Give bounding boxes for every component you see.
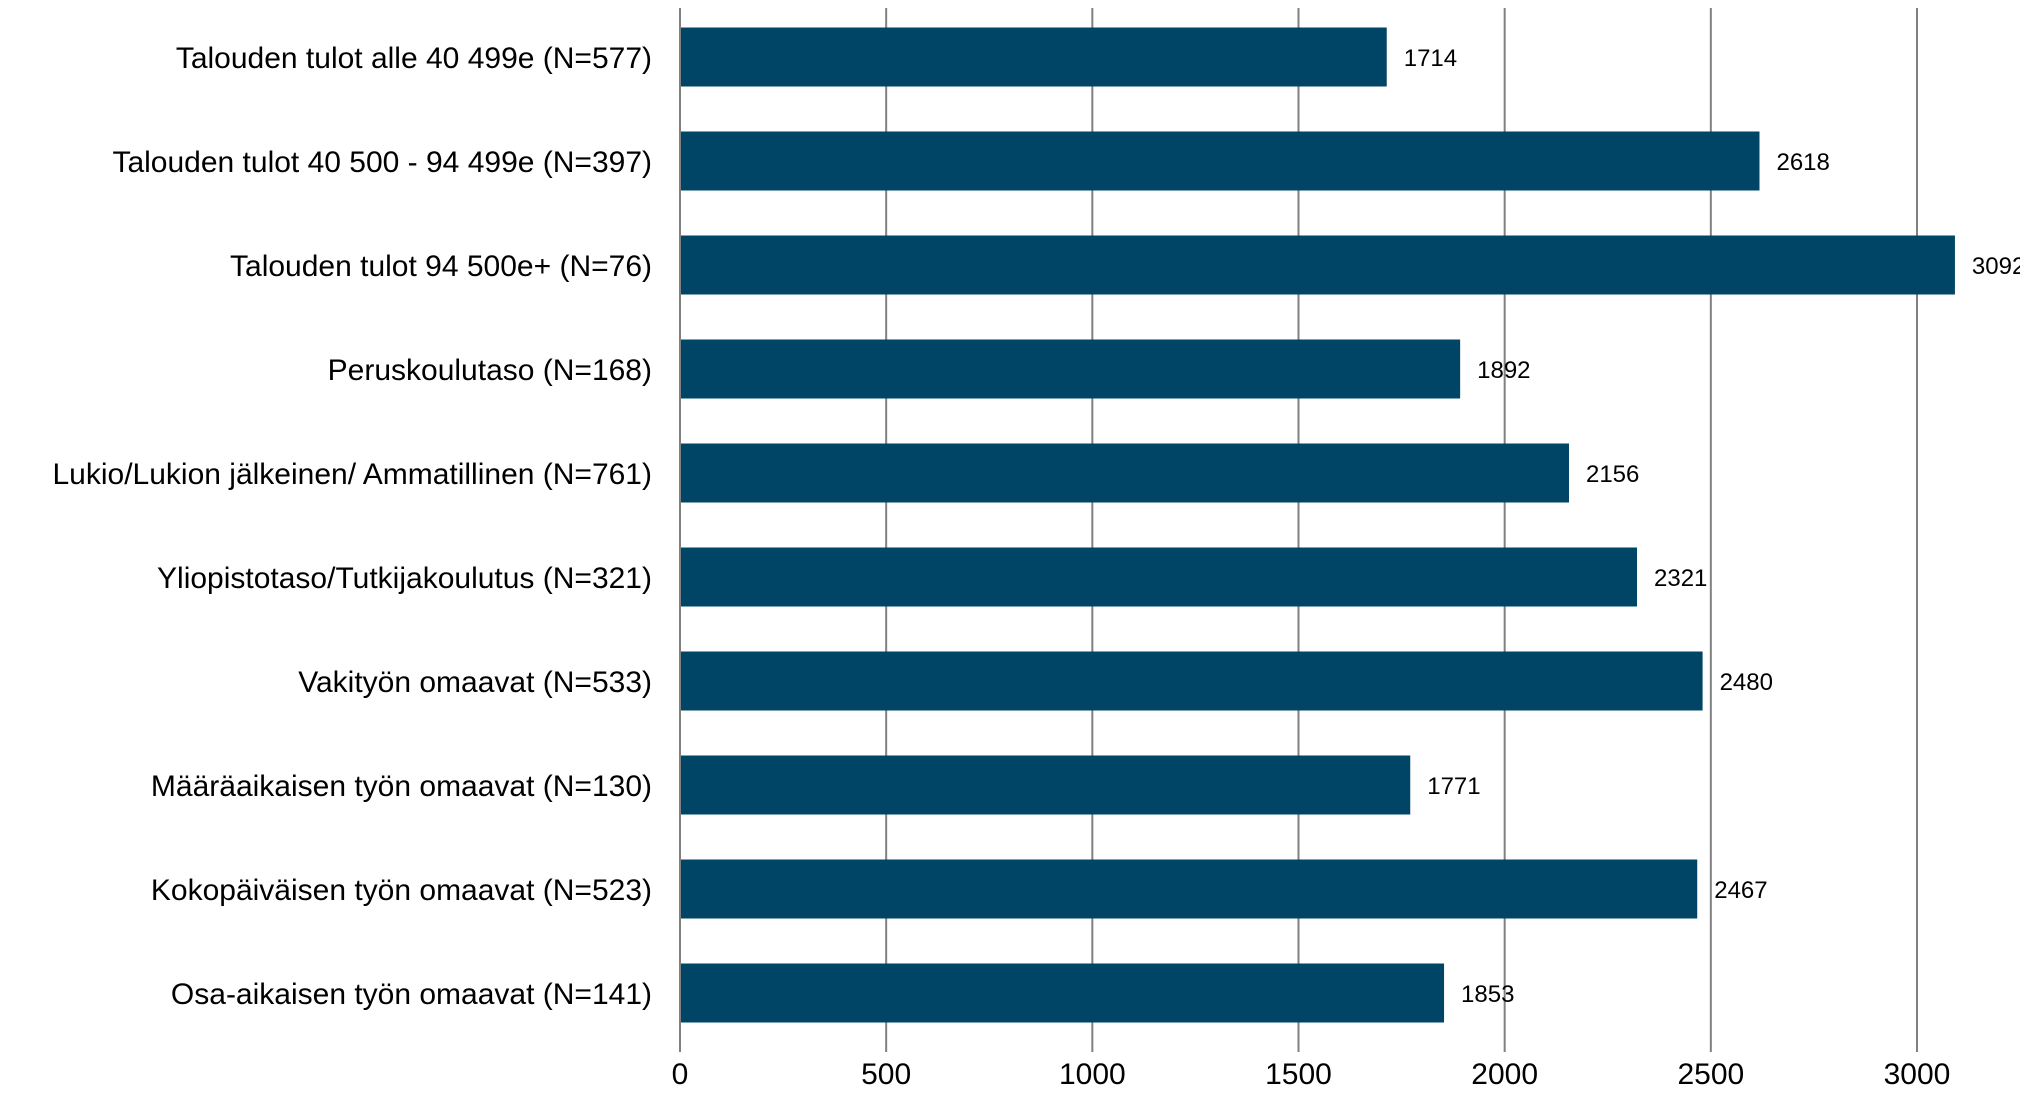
x-tick-label: 2500	[1677, 1058, 1744, 1091]
data-label: 2467	[1714, 877, 1767, 904]
data-label: 1714	[1404, 45, 1457, 72]
data-label: 2480	[1720, 669, 1773, 696]
labels: 0 500 1000 1500 2000 2500 3000 Talouden tulot a…	[52, 42, 2020, 1091]
data-label: 2321	[1654, 565, 1707, 592]
bar	[680, 755, 1411, 815]
category-label: Peruskoulutaso (N=168)	[328, 354, 652, 387]
bar	[680, 131, 1760, 191]
bar	[680, 27, 1387, 87]
x-tick-label: 3000	[1884, 1058, 1951, 1091]
category-label: Talouden tulot 40 500 - 94 499e (N=397)	[112, 146, 652, 179]
category-label: Määräaikaisen työn omaavat (N=130)	[151, 770, 652, 803]
category-label: Talouden tulot alle 40 499e (N=577)	[176, 42, 652, 75]
data-label: 1853	[1461, 981, 1514, 1008]
category-label: Lukio/Lukion jälkeinen/ Ammatillinen (N=…	[52, 458, 652, 491]
x-tick-label: 500	[861, 1058, 911, 1091]
bar	[680, 443, 1569, 503]
category-label: Talouden tulot 94 500e+ (N=76)	[230, 250, 652, 283]
category-label: Vakityön omaavat (N=533)	[298, 666, 652, 699]
bar	[680, 547, 1638, 607]
bar	[680, 859, 1698, 919]
data-label: 1771	[1427, 773, 1480, 800]
x-tick-label: 1000	[1059, 1058, 1126, 1091]
bar	[680, 963, 1445, 1023]
bar	[680, 339, 1461, 399]
category-label: Osa-aikaisen työn omaavat (N=141)	[171, 978, 652, 1011]
axes	[679, 8, 1918, 1052]
data-label: 2618	[1776, 149, 1829, 176]
x-tick-label: 0	[672, 1058, 689, 1091]
bars	[680, 27, 1955, 1023]
category-label: Yliopistotaso/Tutkijakoulutus (N=321)	[157, 562, 652, 595]
x-tick-label: 1500	[1265, 1058, 1332, 1091]
category-label: Kokopäiväisen työn omaavat (N=523)	[151, 874, 652, 907]
x-tick-label: 2000	[1471, 1058, 1538, 1091]
bar	[680, 651, 1703, 711]
data-label: 3092	[1972, 253, 2020, 280]
data-label: 2156	[1586, 461, 1639, 488]
data-label: 1892	[1477, 357, 1530, 384]
bar	[680, 235, 1955, 295]
